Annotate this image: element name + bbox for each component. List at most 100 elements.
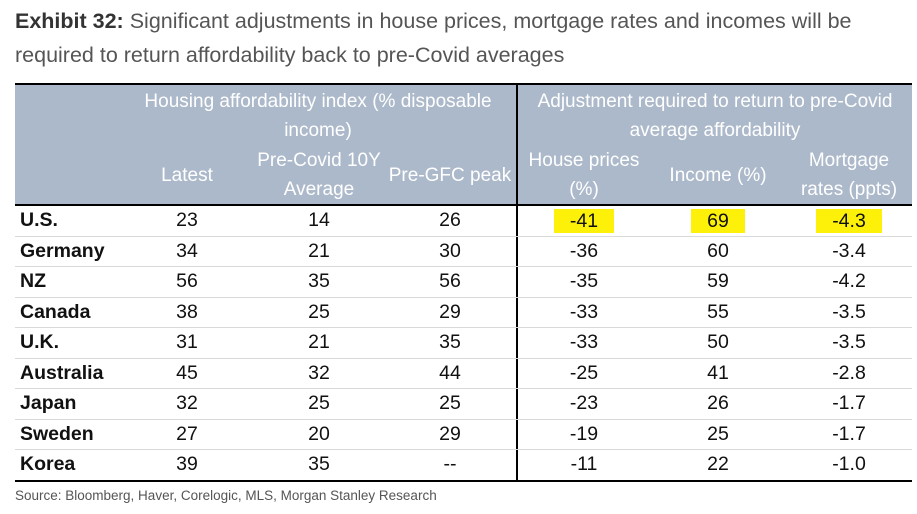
column-header-latest: Latest (161, 164, 213, 186)
cell-pre-covid-average: 14 (254, 206, 384, 236)
cell-pre-gfc-peak: -- (384, 450, 518, 480)
cell-country: Germany (15, 237, 120, 267)
cell-mortgage-rates: -4.2 (786, 267, 912, 297)
column-header-pre-gfc-peak: Pre-GFC peak (384, 146, 518, 204)
cell-mortgage-rates: -1.7 (786, 420, 912, 450)
exhibit-label: Exhibit 32: (15, 9, 124, 33)
cell-latest: 39 (120, 450, 254, 480)
cell-latest: 23 (120, 206, 254, 236)
table-row: Sweden 27 20 29 -19 25 -1.7 (15, 419, 912, 450)
cell-value: 25 (308, 300, 330, 323)
column-header-house-prices: House prices (%) (528, 150, 640, 200)
cell-country: Japan (15, 389, 120, 419)
cell-value: U.S. (20, 209, 58, 232)
cell-country: U.K. (15, 328, 120, 358)
highlighted-cell-value: 69 (691, 208, 745, 233)
cell-mortgage-rates: -1.0 (786, 450, 912, 480)
cell-pre-gfc-peak: 30 (384, 236, 518, 266)
cell-pre-covid-average: 21 (254, 328, 384, 358)
cell-mortgage-rates: -1.7 (786, 389, 912, 419)
cell-mortgage-rates: -2.8 (786, 359, 912, 389)
cell-house-prices: -11 (518, 450, 650, 480)
cell-house-prices: -25 (518, 359, 650, 389)
cell-mortgage-rates: -3.4 (786, 237, 912, 267)
cell-house-prices: -35 (518, 267, 650, 297)
cell-value: -23 (569, 392, 599, 415)
cell-mortgage-rates: -3.5 (786, 298, 912, 328)
cell-house-prices: -41 (518, 206, 650, 236)
cell-value: 20 (308, 422, 330, 445)
cell-value: -- (443, 453, 457, 476)
cell-value: Germany (20, 239, 105, 262)
table-row: Australia 45 32 44 -25 41 -2.8 (15, 358, 912, 389)
column-header-income: Income (%) (669, 164, 767, 186)
cell-pre-covid-average: 35 (254, 267, 384, 297)
table-row: Japan 32 25 25 -23 26 -1.7 (15, 389, 912, 420)
cell-value: -33 (569, 331, 599, 354)
cell-value: 34 (176, 239, 198, 262)
cell-value: 27 (176, 422, 198, 445)
exhibit-title-text: Significant adjustments in house prices,… (15, 9, 852, 67)
cell-value: 25 (439, 392, 461, 415)
cell-income: 60 (650, 237, 786, 267)
cell-country: Australia (15, 359, 120, 389)
table-group-header-row: Housing affordability index (% disposabl… (15, 83, 912, 146)
cell-income: 55 (650, 298, 786, 328)
cell-value: -36 (569, 239, 599, 262)
cell-value: 32 (176, 392, 198, 415)
cell-house-prices: -33 (518, 328, 650, 358)
group-header-affordability-index: Housing affordability index (% disposabl… (15, 85, 518, 146)
cell-latest: 56 (120, 267, 254, 297)
cell-value: -35 (569, 270, 599, 293)
cell-value: Australia (20, 361, 104, 384)
cell-value: 35 (308, 453, 330, 476)
cell-country: U.S. (15, 206, 120, 236)
cell-pre-covid-average: 32 (254, 359, 384, 389)
group-header-adjustment-required: Adjustment required to return to pre-Cov… (537, 90, 893, 141)
table-column-header-row: Latest Pre-Covid 10Y Average Pre-GFC pea… (15, 146, 912, 206)
cell-value: -2.8 (832, 361, 866, 384)
cell-house-prices: -33 (518, 298, 650, 328)
cell-value: 14 (308, 209, 330, 232)
cell-value: 44 (439, 361, 461, 384)
cell-value: 50 (707, 331, 729, 354)
exhibit-title: Exhibit 32: Significant adjustments in h… (15, 4, 910, 72)
cell-pre-gfc-peak: 26 (384, 206, 518, 236)
table-row: Germany 34 21 30 -36 60 -3.4 (15, 236, 912, 267)
column-header-country (15, 146, 120, 204)
cell-value: -1.0 (832, 453, 866, 476)
cell-latest: 34 (120, 237, 254, 267)
cell-value: 29 (439, 422, 461, 445)
cell-pre-gfc-peak: 35 (384, 328, 518, 358)
cell-value: -3.5 (832, 300, 866, 323)
cell-latest: 45 (120, 359, 254, 389)
cell-pre-gfc-peak: 44 (384, 358, 518, 388)
cell-value: 56 (439, 270, 461, 293)
source-note: Source: Bloomberg, Haver, Corelogic, MLS… (15, 488, 437, 503)
cell-income: 59 (650, 267, 786, 297)
cell-value: Korea (20, 453, 76, 476)
cell-value: -3.4 (832, 239, 866, 262)
cell-income: 25 (650, 420, 786, 450)
cell-house-prices: -36 (518, 237, 650, 267)
cell-income: 50 (650, 328, 786, 358)
cell-value: -11 (570, 453, 598, 476)
cell-value: Japan (20, 392, 77, 415)
cell-value: 23 (176, 209, 198, 232)
cell-latest: 27 (120, 420, 254, 450)
cell-value: NZ (20, 270, 46, 293)
column-header-pre-covid-average: Pre-Covid 10Y Average (257, 150, 381, 200)
cell-value: 21 (308, 331, 330, 354)
column-header-mortgage-rates: Mortgage rates (ppts) (800, 150, 898, 200)
cell-value: -1.7 (832, 422, 866, 445)
highlighted-cell-value: -41 (553, 208, 615, 233)
cell-value: -4.2 (832, 270, 866, 293)
cell-income: 41 (650, 359, 786, 389)
cell-pre-covid-average: 20 (254, 420, 384, 450)
highlighted-cell-value: -4.3 (816, 208, 882, 233)
table-row: Korea 39 35 -- -11 22 -1.0 (15, 450, 912, 482)
cell-value: 31 (176, 331, 198, 354)
cell-value: -1.7 (832, 392, 866, 415)
cell-latest: 31 (120, 328, 254, 358)
cell-house-prices: -23 (518, 389, 650, 419)
